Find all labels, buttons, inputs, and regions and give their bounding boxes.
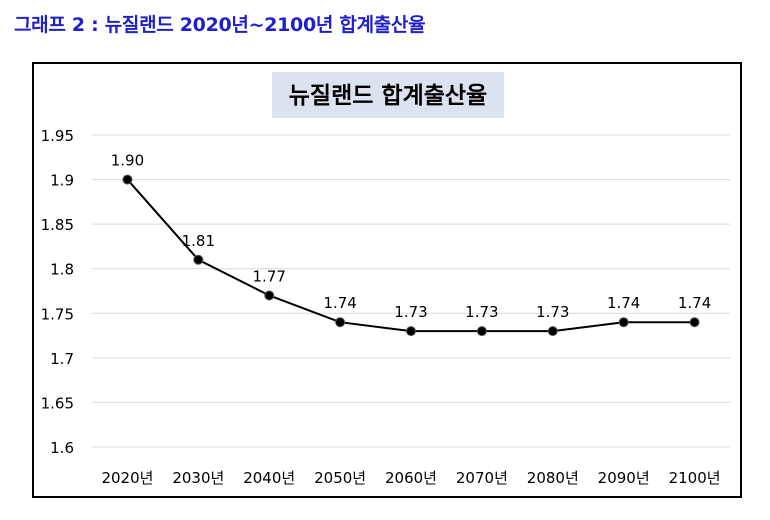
data-point (335, 317, 346, 328)
x-tick-label: 2020년 (101, 469, 153, 487)
data-point (476, 326, 487, 337)
data-label: 1.73 (465, 303, 498, 321)
y-tick-label: 1.9 (50, 172, 74, 190)
data-label: 1.73 (394, 303, 427, 321)
data-label: 1.77 (253, 267, 286, 285)
x-tick-label: 2100년 (669, 469, 721, 487)
data-point (264, 290, 275, 301)
data-point (618, 317, 629, 328)
chart-title: 뉴질랜드 합계출산율 (289, 83, 487, 109)
x-tick-label: 2080년 (527, 469, 579, 487)
y-tick-label: 1.75 (41, 305, 74, 323)
y-tick-label: 1.95 (41, 127, 74, 145)
data-point (547, 326, 558, 337)
data-label: 1.74 (607, 294, 640, 312)
y-tick-label: 1.8 (50, 261, 74, 279)
data-label: 1.90 (111, 152, 144, 170)
data-point (122, 174, 133, 185)
data-label: 1.74 (323, 294, 356, 312)
data-label: 1.73 (536, 303, 569, 321)
x-tick-label: 2060년 (385, 469, 437, 487)
data-label: 1.81 (182, 232, 215, 250)
y-tick-label: 1.65 (41, 394, 74, 412)
x-tick-label: 2030년 (172, 469, 224, 487)
data-point (406, 326, 416, 337)
x-tick-label: 2040년 (243, 469, 295, 487)
y-tick-label: 1.7 (50, 350, 74, 368)
data-label: 1.74 (678, 294, 711, 312)
data-point (193, 254, 204, 265)
x-tick-label: 2090년 (598, 469, 650, 487)
y-tick-label: 1.6 (50, 439, 74, 457)
x-tick-label: 2070년 (456, 469, 508, 487)
y-tick-label: 1.85 (41, 216, 74, 234)
data-point (689, 317, 700, 328)
figure-caption: 그래프 2 : 뉴질랜드 2020년~2100년 합계출산율 (14, 14, 426, 36)
chart-title-background (272, 72, 504, 118)
x-tick-label: 2050년 (314, 469, 366, 487)
